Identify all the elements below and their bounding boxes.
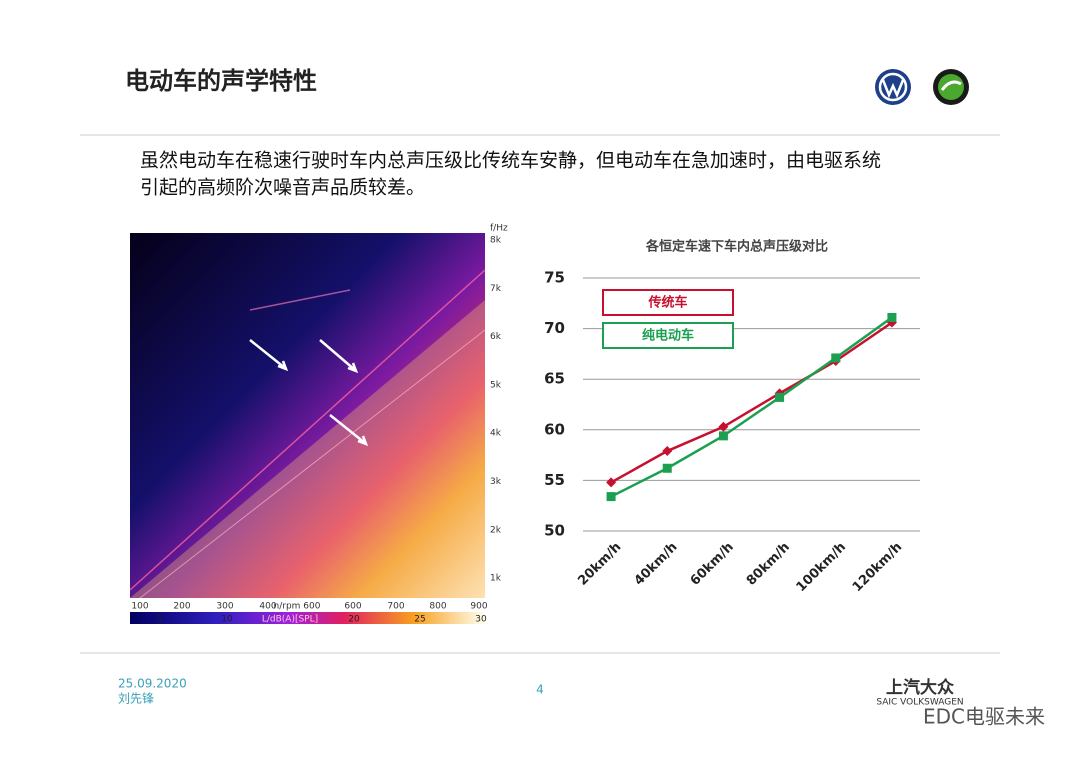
- x-label: 800: [429, 602, 446, 612]
- y-label: 4k: [490, 429, 502, 439]
- legend-box: [602, 322, 734, 349]
- x-label: 100: [131, 602, 148, 612]
- spectrogram: [129, 233, 486, 624]
- brand-en: SAIC VOLKSWAGEN: [876, 698, 963, 708]
- x-label: 400: [259, 602, 276, 612]
- watermark: EDC电驱未来: [923, 705, 1045, 729]
- marker: [662, 463, 672, 473]
- colorbar-label: 10: [221, 615, 233, 625]
- y-label: 6k: [490, 332, 502, 342]
- y-label: 2k: [490, 525, 502, 535]
- brand-cn: 上汽大众: [886, 677, 955, 698]
- colorbar-label: 5: [157, 615, 163, 625]
- colorbar-label: L/dB(A)[SPL]: [262, 615, 318, 625]
- series-line: [610, 316, 893, 498]
- x-label: 700: [387, 602, 404, 612]
- marker: [662, 446, 673, 457]
- footer-date: 25.09.2020: [118, 677, 187, 691]
- body-line: 虽然电动车在稳速行驶时车内总声压级比传统车安静，但电动车在急加速时，由电驱系统: [140, 150, 881, 172]
- y-label: 7k: [490, 284, 502, 294]
- legend-label: 传统车: [647, 295, 687, 311]
- marker: [887, 312, 897, 322]
- y-label: 3k: [490, 477, 502, 487]
- skoda-logo: [933, 69, 969, 105]
- y-label: 5k: [490, 380, 502, 390]
- legend-label: 纯电动车: [642, 328, 694, 344]
- axis-unit: f/Hz: [490, 224, 508, 234]
- vw-logo: [875, 69, 911, 105]
- y-label: 8k: [490, 236, 502, 246]
- marker: [718, 421, 729, 432]
- x-tick-label: 80km/h: [744, 540, 793, 589]
- x-tick-label: 60km/h: [688, 540, 737, 589]
- y-tick-label: 55: [544, 471, 565, 489]
- colorbar-label: 20: [348, 615, 360, 625]
- marker: [718, 431, 728, 441]
- marker: [606, 492, 616, 502]
- y-tick-label: 70: [544, 319, 565, 337]
- x-tick-label: 120km/h: [850, 540, 905, 595]
- x-label: 200: [173, 602, 190, 612]
- x-label: 900: [470, 602, 487, 612]
- y-tick-label: 60: [544, 420, 565, 438]
- y-tick-label: 75: [544, 269, 565, 287]
- body-line: 引起的高频阶次噪音声品质较差。: [140, 177, 425, 199]
- y-label: 1k: [490, 574, 502, 584]
- marker: [831, 353, 841, 363]
- x-label: 300: [216, 602, 233, 612]
- marker: [606, 477, 617, 488]
- series-line: [610, 321, 893, 484]
- colorbar-label: 30: [475, 615, 487, 625]
- chart-title: 各恒定车速下车内总声压级对比: [645, 239, 828, 255]
- x-label: 600: [344, 602, 361, 612]
- colorbar-label: 25: [414, 615, 425, 625]
- marker: [775, 392, 785, 402]
- slide-title: 电动车的声学特性: [125, 67, 317, 95]
- footer-author: 刘先锋: [118, 692, 154, 706]
- x-label: n/rpm 600: [274, 602, 321, 612]
- page-number: 4: [536, 683, 544, 697]
- y-tick-label: 50: [544, 522, 565, 540]
- x-tick-label: 100km/h: [794, 540, 849, 595]
- x-tick-label: 40km/h: [632, 540, 681, 589]
- legend-box: [602, 289, 734, 316]
- x-tick-label: 20km/h: [575, 540, 624, 589]
- y-tick-label: 65: [544, 370, 565, 388]
